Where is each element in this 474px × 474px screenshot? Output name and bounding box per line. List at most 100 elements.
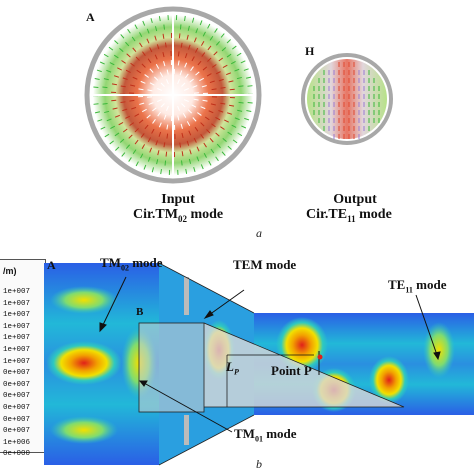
field-arrow — [177, 51, 180, 57]
field-arrow — [134, 128, 139, 133]
field-arrow — [135, 161, 139, 167]
field-arrow — [125, 69, 131, 74]
field-arrow — [152, 107, 157, 112]
field-arrow — [199, 20, 203, 26]
field-arrow — [129, 122, 135, 126]
field-arrow — [94, 77, 100, 80]
field-arrow — [158, 16, 161, 22]
field-arrow — [181, 160, 183, 166]
field-arrow — [163, 24, 165, 30]
field-arrow — [154, 35, 157, 41]
field-arrow — [125, 144, 131, 149]
field-arrow — [234, 68, 240, 72]
field-arrow — [139, 102, 145, 105]
field-arrow — [114, 114, 120, 118]
output-mode-suffix: mode — [355, 207, 392, 222]
field-arrow — [203, 142, 207, 148]
field-arrow — [132, 47, 137, 53]
field-arrow — [134, 24, 138, 30]
field-arrow — [163, 142, 166, 148]
field-arrow — [236, 76, 242, 80]
field-arrow — [181, 132, 184, 138]
field-arrow — [218, 78, 224, 82]
field-arrow — [146, 38, 150, 44]
field-arrow — [232, 45, 237, 50]
field-arrow — [246, 110, 252, 113]
field-arrow — [142, 108, 147, 113]
field-arrow — [157, 88, 163, 91]
label-tm01-suffix: mode — [262, 426, 297, 441]
field-arrow — [151, 167, 155, 173]
field-arrow — [157, 99, 163, 102]
field-arrow — [131, 36, 136, 42]
field-arrow — [190, 66, 194, 71]
field-arrow — [177, 105, 180, 111]
field-arrow — [129, 99, 135, 102]
label-te11-prefix: TE — [388, 277, 406, 292]
field-arrow — [203, 152, 207, 158]
scale-value: 1e+007 — [3, 311, 31, 320]
field-arrow — [227, 112, 233, 115]
field-arrow — [114, 40, 119, 45]
field-arrow — [166, 133, 169, 139]
output-mode-field-plot — [301, 53, 393, 145]
field-arrow — [146, 28, 150, 34]
field-arrow — [155, 64, 160, 69]
field-arrow — [207, 45, 212, 51]
field-arrow — [138, 119, 144, 124]
field-arrow — [166, 105, 169, 111]
scale-value: 0e+007 — [3, 369, 31, 378]
field-arrow — [240, 60, 246, 64]
field-arrow — [127, 28, 131, 34]
field-arrow — [186, 140, 190, 146]
label-tm01-prefix: TM — [234, 426, 255, 441]
field-arrow — [113, 75, 119, 78]
scale-value: 1e+007 — [3, 357, 31, 366]
field-arrow — [184, 53, 188, 59]
field-arrow — [208, 110, 214, 114]
label-point-p: Point P — [271, 363, 312, 378]
field-arrow — [166, 69, 169, 75]
scale-value: 0e+007 — [3, 404, 31, 412]
field-arrow — [141, 144, 146, 149]
field-arrow — [200, 164, 204, 170]
scale-value: 0e+007 — [3, 392, 31, 401]
field-arrow — [156, 159, 159, 165]
field-arrow — [147, 156, 151, 162]
field-arrow — [181, 82, 186, 87]
field-arrow — [113, 54, 119, 59]
field-arrow — [149, 47, 153, 53]
field-arrow — [184, 73, 189, 79]
label-tm02-sub: 02 — [120, 263, 129, 273]
field-arrow — [162, 33, 165, 39]
field-arrow — [209, 35, 214, 41]
scale-value: 1e+007 — [3, 346, 31, 354]
label-tem-mode: TEM mode — [233, 257, 297, 272]
field-arrow — [206, 73, 212, 77]
scale-value: 1e+007 — [3, 288, 31, 296]
field-arrow — [218, 110, 224, 113]
marker-b: B — [136, 306, 144, 318]
field-arrow — [103, 53, 109, 58]
field-arrow — [154, 76, 159, 81]
field-arrow — [163, 114, 167, 120]
label-lp: LP — [226, 359, 239, 377]
input-mode-suffix: mode — [186, 207, 224, 222]
scale-value: 0e+007 — [3, 415, 31, 424]
field-arrow — [166, 124, 169, 130]
field-arrow — [206, 129, 211, 134]
field-arrow — [238, 85, 244, 87]
field-arrow — [192, 85, 198, 88]
scale-value: 0e+007 — [3, 427, 31, 436]
field-arrow — [112, 107, 118, 110]
field-arrow — [166, 79, 169, 85]
field-arrow — [181, 103, 186, 108]
field-arrow — [238, 101, 244, 104]
scale-value: 1e+006 — [3, 438, 31, 447]
field-arrow — [158, 122, 162, 128]
field-arrow — [231, 124, 237, 128]
field-arrow — [165, 151, 168, 157]
field-arrow — [186, 121, 191, 126]
field-arrow — [157, 150, 160, 156]
field-arrow — [158, 131, 162, 137]
